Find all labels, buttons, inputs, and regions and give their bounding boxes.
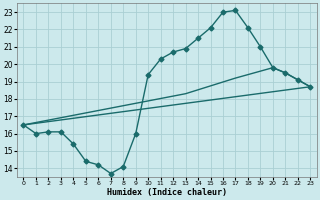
X-axis label: Humidex (Indice chaleur): Humidex (Indice chaleur) (107, 188, 227, 197)
